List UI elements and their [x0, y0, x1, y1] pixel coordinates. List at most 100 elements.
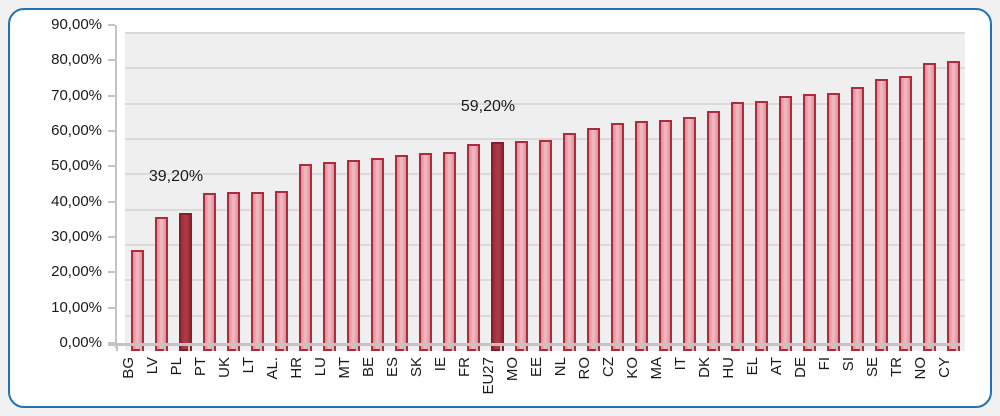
- x-tick-24: [692, 346, 694, 351]
- bar-PT: [202, 192, 216, 351]
- bar-TR: [898, 76, 912, 351]
- bar-IE: [442, 151, 456, 351]
- bar-EU27: [490, 141, 504, 351]
- x-axis-label-DE: DE: [792, 357, 809, 378]
- x-axis-label-HR: HR: [288, 357, 305, 379]
- x-tick-18: [548, 346, 550, 351]
- bar-MA: [658, 120, 672, 351]
- x-axis-label-RO: RO: [576, 357, 593, 380]
- x-tick-12: [404, 346, 406, 351]
- x-axis-label-LV: LV: [144, 357, 161, 375]
- x-tick-35: [956, 346, 958, 351]
- bar-NL: [562, 132, 576, 351]
- x-axis-label-MO: MO: [504, 357, 521, 382]
- bar-HR: [298, 164, 312, 351]
- x-axis-label-AT: AT: [768, 357, 785, 376]
- x-tick-4: [212, 346, 214, 351]
- x-tick-13: [428, 346, 430, 351]
- x-axis-label-BE: BE: [360, 357, 377, 378]
- x-axis-line: [108, 343, 960, 346]
- x-tick-19: [572, 346, 574, 351]
- bar-DE: [802, 94, 816, 351]
- x-tick-17: [524, 346, 526, 351]
- bar-FI: [826, 93, 840, 351]
- bar-KO: [634, 121, 648, 351]
- x-tick-21: [620, 346, 622, 351]
- x-axis-label-EE: EE: [528, 357, 545, 378]
- x-axis-label-LT: LT: [240, 357, 257, 374]
- x-axis-label-CZ: CZ: [600, 357, 617, 377]
- x-tick-27: [764, 346, 766, 351]
- y-tick-70: [108, 94, 115, 97]
- x-tick-31: [860, 346, 862, 351]
- bar-ES: [394, 155, 408, 351]
- bar-SI: [850, 87, 864, 351]
- bar-CZ: [610, 122, 624, 351]
- y-tick-50: [108, 165, 115, 168]
- x-axis-label-NL: NL: [552, 357, 569, 377]
- y-axis-label-30: 30,00%: [51, 228, 102, 245]
- x-tick-30: [836, 346, 838, 351]
- x-axis-label-EU27: EU27: [480, 357, 497, 395]
- y-axis-label-60: 60,00%: [51, 122, 102, 139]
- bar-NO: [922, 63, 936, 351]
- bar-AT: [778, 95, 792, 351]
- x-tick-11: [380, 346, 382, 351]
- bar-HU: [730, 102, 744, 351]
- bar-AL.: [274, 190, 288, 351]
- bar-UK: [226, 192, 240, 351]
- x-axis-label-TR: TR: [888, 357, 905, 377]
- x-tick-32: [884, 346, 886, 351]
- x-axis-label-SI: SI: [840, 357, 857, 372]
- x-tick-10: [356, 346, 358, 351]
- x-tick-2: [164, 346, 166, 351]
- bar-IT: [682, 116, 696, 351]
- bar-BG: [130, 250, 144, 351]
- x-axis-label-ES: ES: [384, 357, 401, 378]
- y-tick-30: [108, 236, 115, 238]
- y-axis-label-0: 0,00%: [59, 334, 102, 351]
- gridline-60: [125, 138, 965, 140]
- y-axis-label-40: 40,00%: [51, 192, 102, 210]
- bar-EL: [754, 100, 768, 351]
- x-axis-label-PL: PL: [168, 357, 185, 376]
- y-tick-10: [108, 306, 115, 309]
- x-tick-1: [140, 346, 142, 351]
- x-tick-14: [452, 346, 454, 351]
- x-tick-22: [644, 346, 646, 351]
- x-axis-label-SK: SK: [408, 357, 425, 378]
- x-axis-label-MA: MA: [648, 357, 665, 380]
- gridline-70: [125, 102, 965, 105]
- x-axis-label-EL: EL: [744, 357, 761, 376]
- x-axis-label-LU: LU: [312, 357, 329, 377]
- x-tick-6: [260, 346, 262, 351]
- y-axis-label-50: 50,00%: [51, 157, 102, 175]
- x-axis-label-DK: DK: [696, 357, 713, 378]
- x-axis-label-KO: KO: [624, 357, 641, 379]
- x-axis-label-IT: IT: [672, 357, 689, 371]
- x-tick-23: [668, 346, 670, 351]
- x-tick-7: [284, 346, 286, 351]
- y-axis-line: [115, 25, 117, 348]
- bar-PL: [178, 212, 192, 351]
- x-tick-16: [500, 346, 502, 351]
- bar-CY: [946, 61, 960, 351]
- x-axis-label-HU: HU: [720, 357, 737, 379]
- annotation-EU27: 59,20%: [460, 97, 516, 115]
- x-tick-5: [236, 346, 238, 351]
- x-axis-label-FR: FR: [456, 357, 473, 377]
- x-tick-28: [788, 346, 790, 351]
- x-axis-label-BG: BG: [120, 357, 137, 379]
- bar-BE: [370, 158, 384, 351]
- x-axis-label-MT: MT: [336, 357, 353, 379]
- bar-SK: [418, 153, 432, 351]
- x-axis-label-CY: CY: [936, 357, 953, 378]
- bar-MT: [346, 160, 360, 351]
- y-tick-40: [108, 200, 115, 203]
- y-tick-20: [108, 271, 115, 274]
- y-axis-label-90: 90,00%: [51, 16, 102, 33]
- x-tick-9: [332, 346, 334, 351]
- y-axis-label-10: 10,00%: [51, 298, 102, 316]
- x-axis-label-IE: IE: [432, 357, 449, 372]
